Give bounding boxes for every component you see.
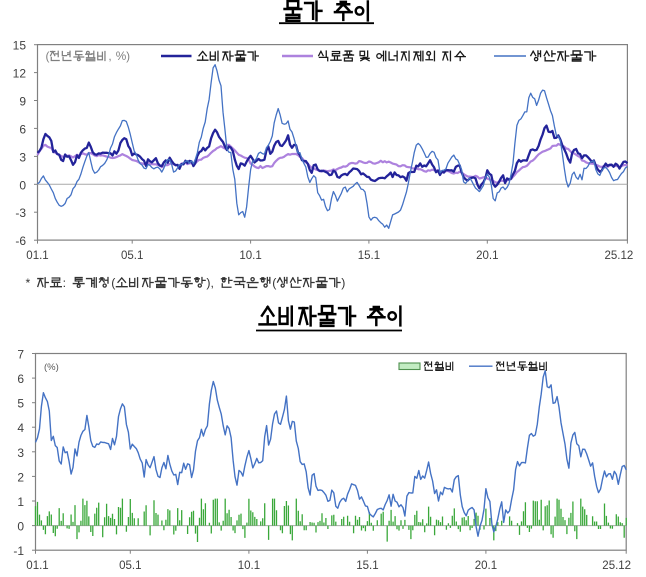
svg-text:15.1: 15.1 xyxy=(356,560,378,572)
svg-text:10.1: 10.1 xyxy=(239,250,261,262)
svg-text:0: 0 xyxy=(17,520,24,534)
svg-text:-3: -3 xyxy=(15,206,26,220)
svg-text:9: 9 xyxy=(19,95,26,109)
svg-text:*: * xyxy=(26,276,31,290)
svg-text:3: 3 xyxy=(17,446,24,460)
svg-text:(: ( xyxy=(272,276,277,290)
svg-text:5: 5 xyxy=(17,397,24,411)
svg-text:-1: -1 xyxy=(13,544,24,558)
svg-text:): ) xyxy=(341,276,345,290)
svg-text:01.1: 01.1 xyxy=(26,250,48,262)
svg-text:3: 3 xyxy=(19,150,26,164)
svg-text:0: 0 xyxy=(19,178,26,192)
svg-text:%): %) xyxy=(116,49,130,63)
svg-text:,: , xyxy=(108,49,111,63)
svg-text:20.1: 20.1 xyxy=(476,250,498,262)
svg-text:05.1: 05.1 xyxy=(119,560,141,572)
svg-text:2: 2 xyxy=(17,470,24,484)
svg-text:10.1: 10.1 xyxy=(238,560,260,572)
svg-text:15: 15 xyxy=(13,39,27,53)
svg-text:6: 6 xyxy=(17,372,24,386)
svg-text:4: 4 xyxy=(17,421,24,435)
svg-text:05.1: 05.1 xyxy=(121,250,143,262)
svg-text:25.12: 25.12 xyxy=(602,560,631,572)
svg-text:25.12: 25.12 xyxy=(605,250,634,262)
svg-text:01.1: 01.1 xyxy=(26,560,48,572)
svg-text:15.1: 15.1 xyxy=(358,250,380,262)
svg-text:-6: -6 xyxy=(15,234,26,248)
svg-text:12: 12 xyxy=(13,67,27,81)
svg-text::: : xyxy=(63,276,66,290)
svg-text:(%): (%) xyxy=(44,362,59,373)
svg-text:(: ( xyxy=(46,49,50,63)
svg-text:),: ), xyxy=(206,276,214,290)
svg-text:20.1: 20.1 xyxy=(475,560,497,572)
svg-text:7: 7 xyxy=(17,348,24,362)
svg-text:1: 1 xyxy=(17,495,24,509)
svg-text:6: 6 xyxy=(19,122,26,136)
svg-text:(: ( xyxy=(111,276,116,290)
